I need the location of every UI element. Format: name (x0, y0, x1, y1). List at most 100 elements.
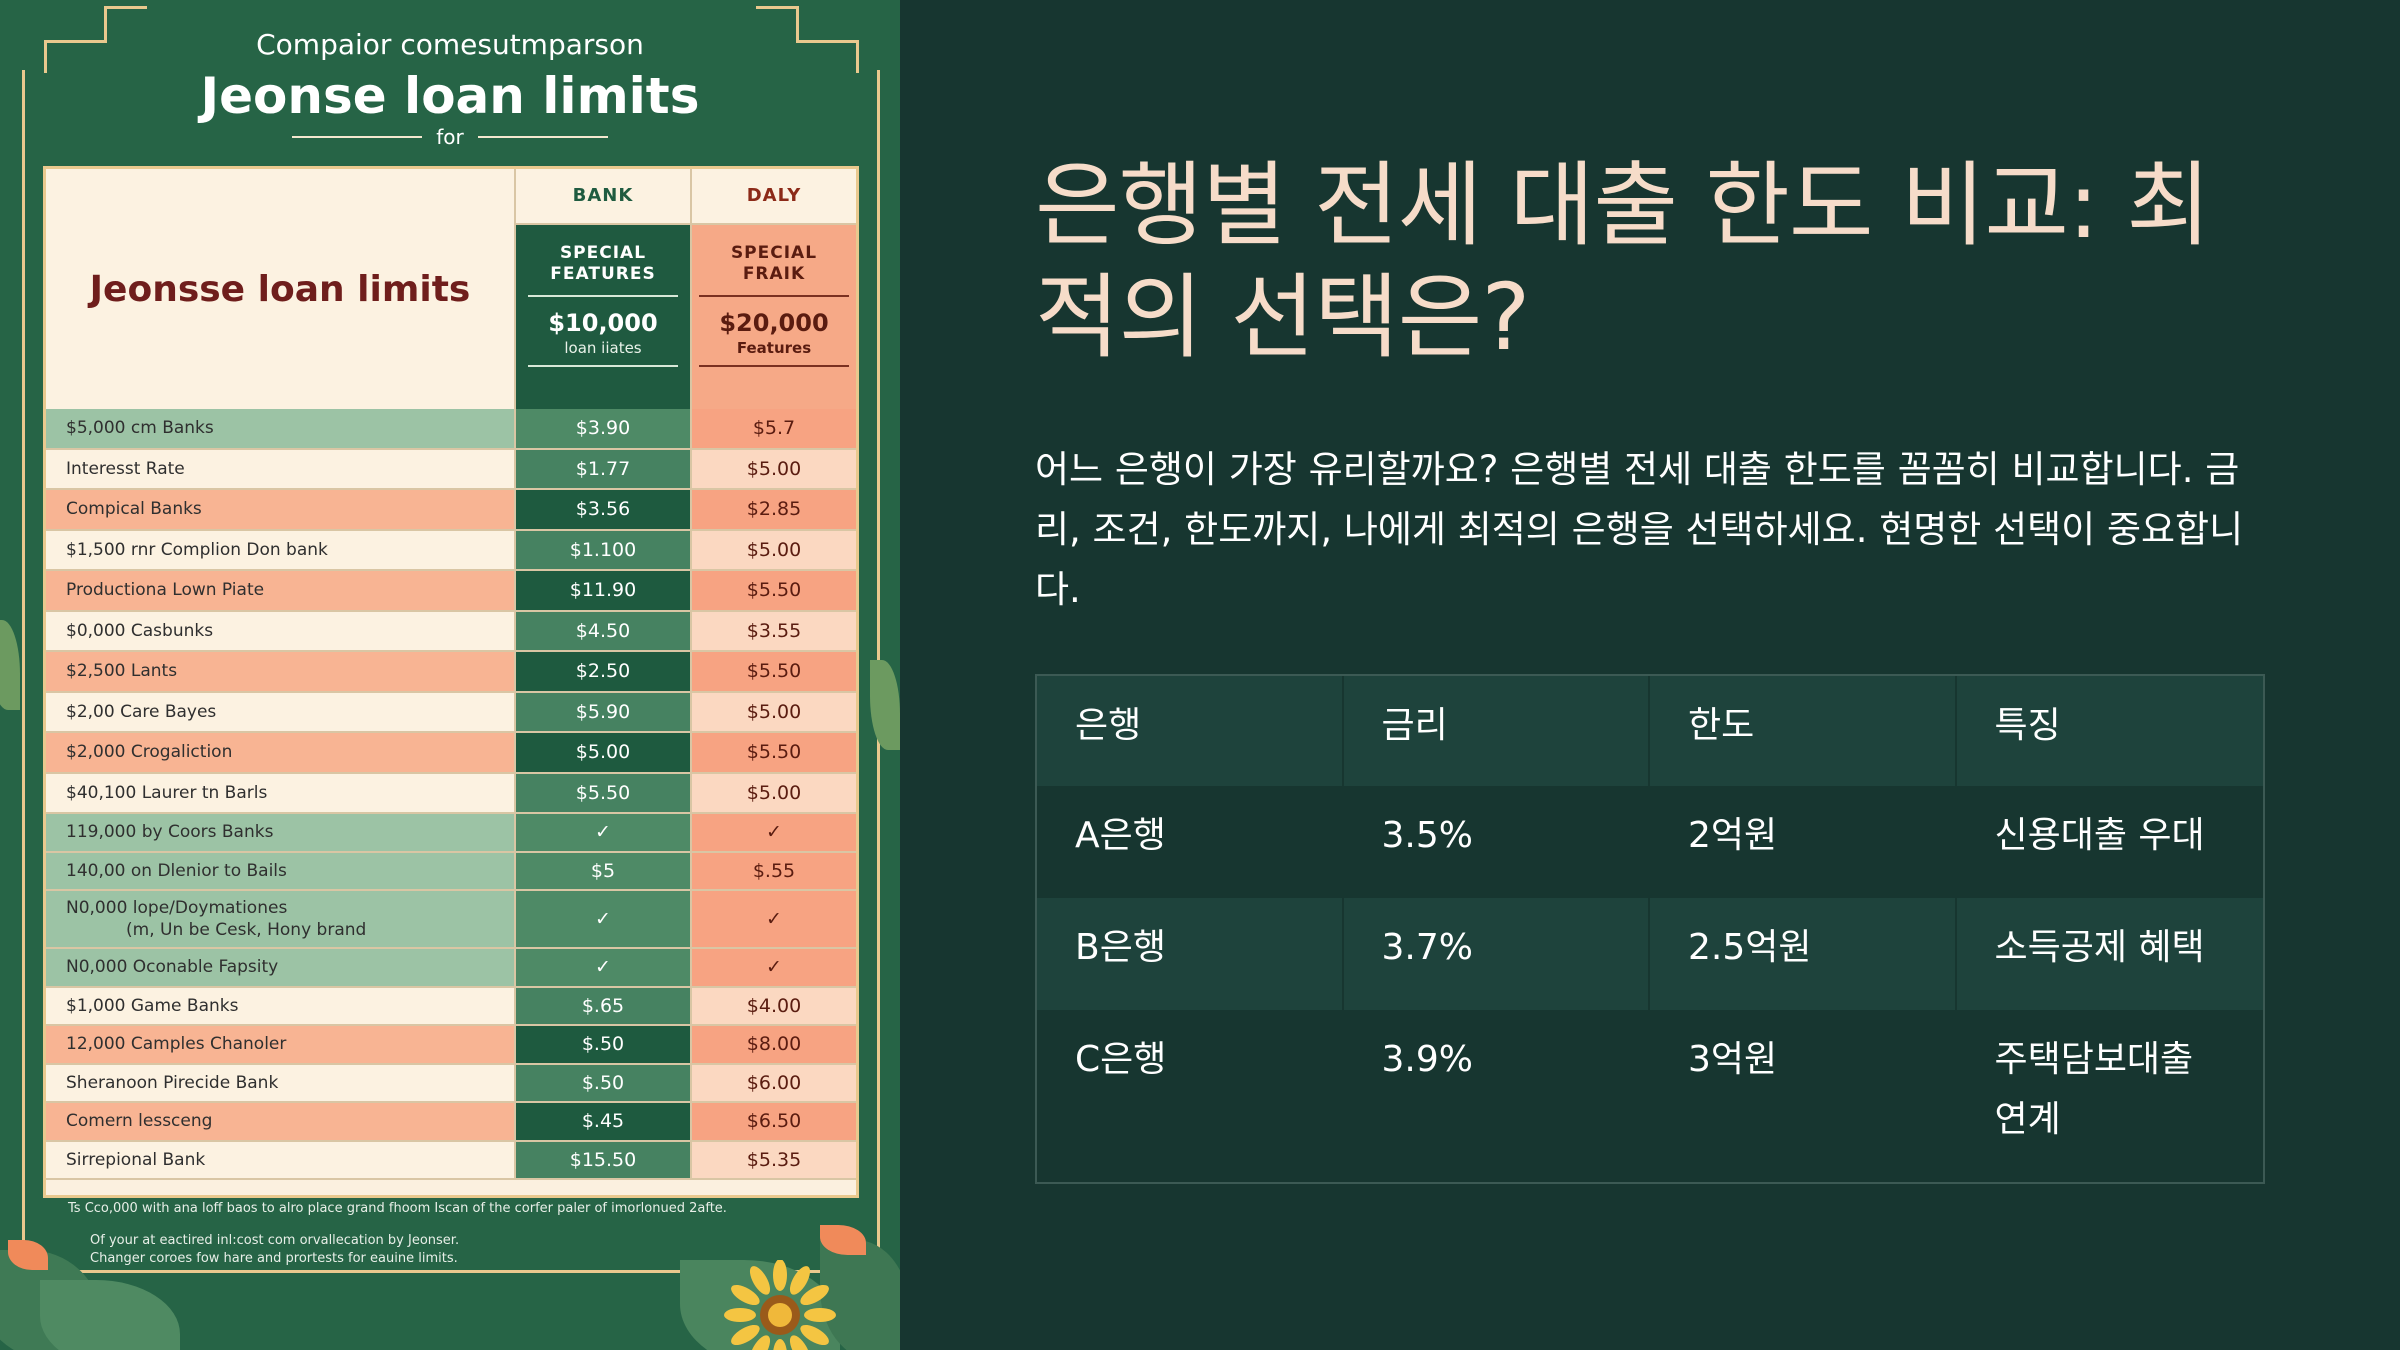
poster-row-label-text: Compical Banks (66, 499, 202, 520)
poster-frame-corner-right-2 (756, 6, 799, 43)
poster-row-label: $0,000 Casbunks (46, 611, 514, 650)
poster-row-label-text: 119,000 by Coors Banks (66, 822, 274, 843)
poster-table-row: Compical Banks $3.56 $2.85 (46, 490, 856, 531)
poster-row-label: Compical Banks (46, 490, 514, 529)
check-icon: ✓ (692, 891, 856, 947)
poster-row-label: Interesst Rate (46, 449, 514, 488)
poster-daily-value: $4.00 (692, 987, 856, 1024)
poster-daily-value: $5.7 (692, 409, 856, 448)
poster-row-label-text: $2,500 Lants (66, 661, 178, 682)
table-cell-bank: C은행 (1037, 1010, 1344, 1182)
poster-table-row: N0,000 lope/Doymationes (m, Un be Cesk, H… (46, 891, 856, 949)
poster-daily-value: $6.00 (692, 1064, 856, 1101)
poster-row-label-text: (m, Un be Cesk, Hony brand (126, 920, 367, 940)
poster-daily-value: $.55 (692, 852, 856, 889)
poster-row-label: $1,500 rnr Complion Don bank (46, 530, 514, 569)
poster-row-label-text: Sirrepional Bank (66, 1149, 206, 1170)
poster-bank-value: $1.77 (514, 449, 692, 488)
poster-table-row: Sheranoon Pirecide Bank $.50 $6.00 (46, 1064, 856, 1103)
divider (699, 365, 849, 367)
poster-row-label-text: $40,100 Laurer tn Barls (66, 782, 268, 803)
poster-table-row: 12,000 Camples Chanoler $.50 $8.00 (46, 1026, 856, 1065)
poster-table-title: Jeonsse loan limits (89, 268, 471, 310)
table-header-cell: 특징 (1994, 705, 2061, 746)
poster-bank-value: $3.90 (514, 409, 692, 448)
poster-bank-value: $2.50 (514, 652, 692, 691)
poster-row-label: $40,100 Laurer tn Barls (46, 773, 514, 812)
poster-column-bank: BANK SPECIAL FEATURES $10,000 loan iiate… (514, 169, 692, 411)
column-name: BANK (514, 169, 692, 225)
divider (699, 295, 849, 297)
poster-row-label: $2,000 Crogaliction (46, 733, 514, 772)
table-header-cell: 금리 (1344, 676, 1650, 786)
poster-row-label: N0,000 Oconable Fapsity (46, 949, 514, 986)
table-cell-feature: 소득공제 혜택 (1994, 927, 2205, 968)
poster-daily-value: $5.50 (692, 571, 856, 610)
divider (528, 295, 678, 297)
column-feature: SPECIAL FRAIK (730, 243, 818, 284)
poster-table-row: $1,500 rnr Complion Don bank $1.100 $5.00 (46, 530, 856, 571)
poster-bank-value: $15.50 (514, 1141, 692, 1178)
column-amount: $10,000 (548, 309, 658, 337)
poster-frame-corner-right (796, 40, 859, 73)
table-cell-rate: 3.5% (1344, 786, 1650, 898)
poster-table-row: $2,000 Crogaliction $5.00 $5.50 (46, 733, 856, 774)
poster-column-daily: DALY SPECIAL FRAIK $20,000 Features (692, 169, 856, 411)
poster-daily-value: $8.00 (692, 1026, 856, 1063)
sunflower-icon (724, 1260, 836, 1350)
poster-row-label: Sirrepional Bank (46, 1141, 514, 1178)
table-header-row: 은행 금리 한도 특징 (1037, 676, 2263, 786)
poster-header: Compaior comesutmparson Jeonse loan limi… (0, 28, 900, 148)
poster-footnote: Changer coroes fow hare and prortests fo… (90, 1251, 458, 1266)
table-cell-bank: B은행 (1037, 898, 1344, 1010)
poster-bank-value: $.50 (514, 1026, 692, 1063)
table-cell-bank: A은행 (1037, 786, 1344, 898)
column-feature: SPECIAL FEATURES (550, 243, 656, 284)
poster-row-label-text: $1,500 rnr Complion Don bank (66, 539, 328, 560)
poster-bank-value: $.50 (514, 1064, 692, 1101)
table-cell-feature: 신용대출 우대 (1994, 815, 2205, 856)
poster-row-label-text: 140,00 on Dlenior to Bails (66, 860, 287, 881)
poster-table-row: $5,000 cm Banks $3.90 $5.7 (46, 409, 856, 450)
poster-table-row: $40,100 Laurer tn Barls $5.50 $5.00 (46, 773, 856, 814)
poster-footnote: Of your at eactired inl:cost com orvalle… (90, 1233, 460, 1248)
poster-daily-value: $3.55 (692, 611, 856, 650)
poster-for-text: for (436, 125, 464, 149)
poster-bank-value: $1.100 (514, 530, 692, 569)
poster-table-row: Comern lessceng $.45 $6.50 (46, 1103, 856, 1142)
poster-table-row: N0,000 Oconable Fapsity ✓ ✓ (46, 949, 856, 988)
poster-bank-value: $.65 (514, 987, 692, 1024)
column-amount: $20,000 (719, 309, 829, 337)
table-row: A은행 3.5% 2억원 신용대출 우대 (1037, 786, 2263, 898)
leaf-decoration (0, 620, 20, 710)
poster-daily-value: $5.00 (692, 530, 856, 569)
poster-frame-corner-left-2 (104, 6, 147, 43)
check-icon: ✓ (514, 949, 692, 986)
column-name: DALY (692, 169, 856, 225)
poster-row-label: $2,500 Lants (46, 652, 514, 691)
column-body: SPECIAL FRAIK $20,000 Features (692, 225, 856, 411)
poster-row-label-text: $1,000 Game Banks (66, 995, 239, 1016)
poster-bank-value: $5.90 (514, 692, 692, 731)
poster-bank-value: $5.50 (514, 773, 692, 812)
column-note: Features (736, 339, 812, 357)
poster-row-label-text: N0,000 Oconable Fapsity (66, 957, 279, 978)
poster-footnote: Ts Cco,000 with ana loff baos to alro pl… (68, 1201, 727, 1216)
poster-daily-value: $5.50 (692, 652, 856, 691)
poster-row-label-text: Comern lessceng (66, 1111, 213, 1132)
poster-bank-value: $.45 (514, 1103, 692, 1140)
poster-daily-value: $6.50 (692, 1103, 856, 1140)
table-cell-rate: 3.7% (1344, 898, 1650, 1010)
poster-row-label-text: Sheranoon Pirecide Bank (66, 1072, 279, 1093)
poster-daily-value: $5.00 (692, 773, 856, 812)
table-cell-limit: 2.5억원 (1650, 898, 1957, 1010)
table-cell-rate: 3.9% (1343, 1010, 1650, 1182)
table-header-cell: 한도 (1650, 676, 1957, 786)
poster-row-label: Sheranoon Pirecide Bank (46, 1064, 514, 1101)
poster-row-label: Comern lessceng (46, 1103, 514, 1140)
check-icon: ✓ (692, 814, 856, 851)
poster-row-label: $1,000 Game Banks (46, 987, 514, 1024)
poster-subtitle: Compaior comesutmparson (256, 28, 644, 61)
poster-bank-value: $5 (514, 852, 692, 889)
table-header-cell: 은행 (1037, 676, 1344, 786)
